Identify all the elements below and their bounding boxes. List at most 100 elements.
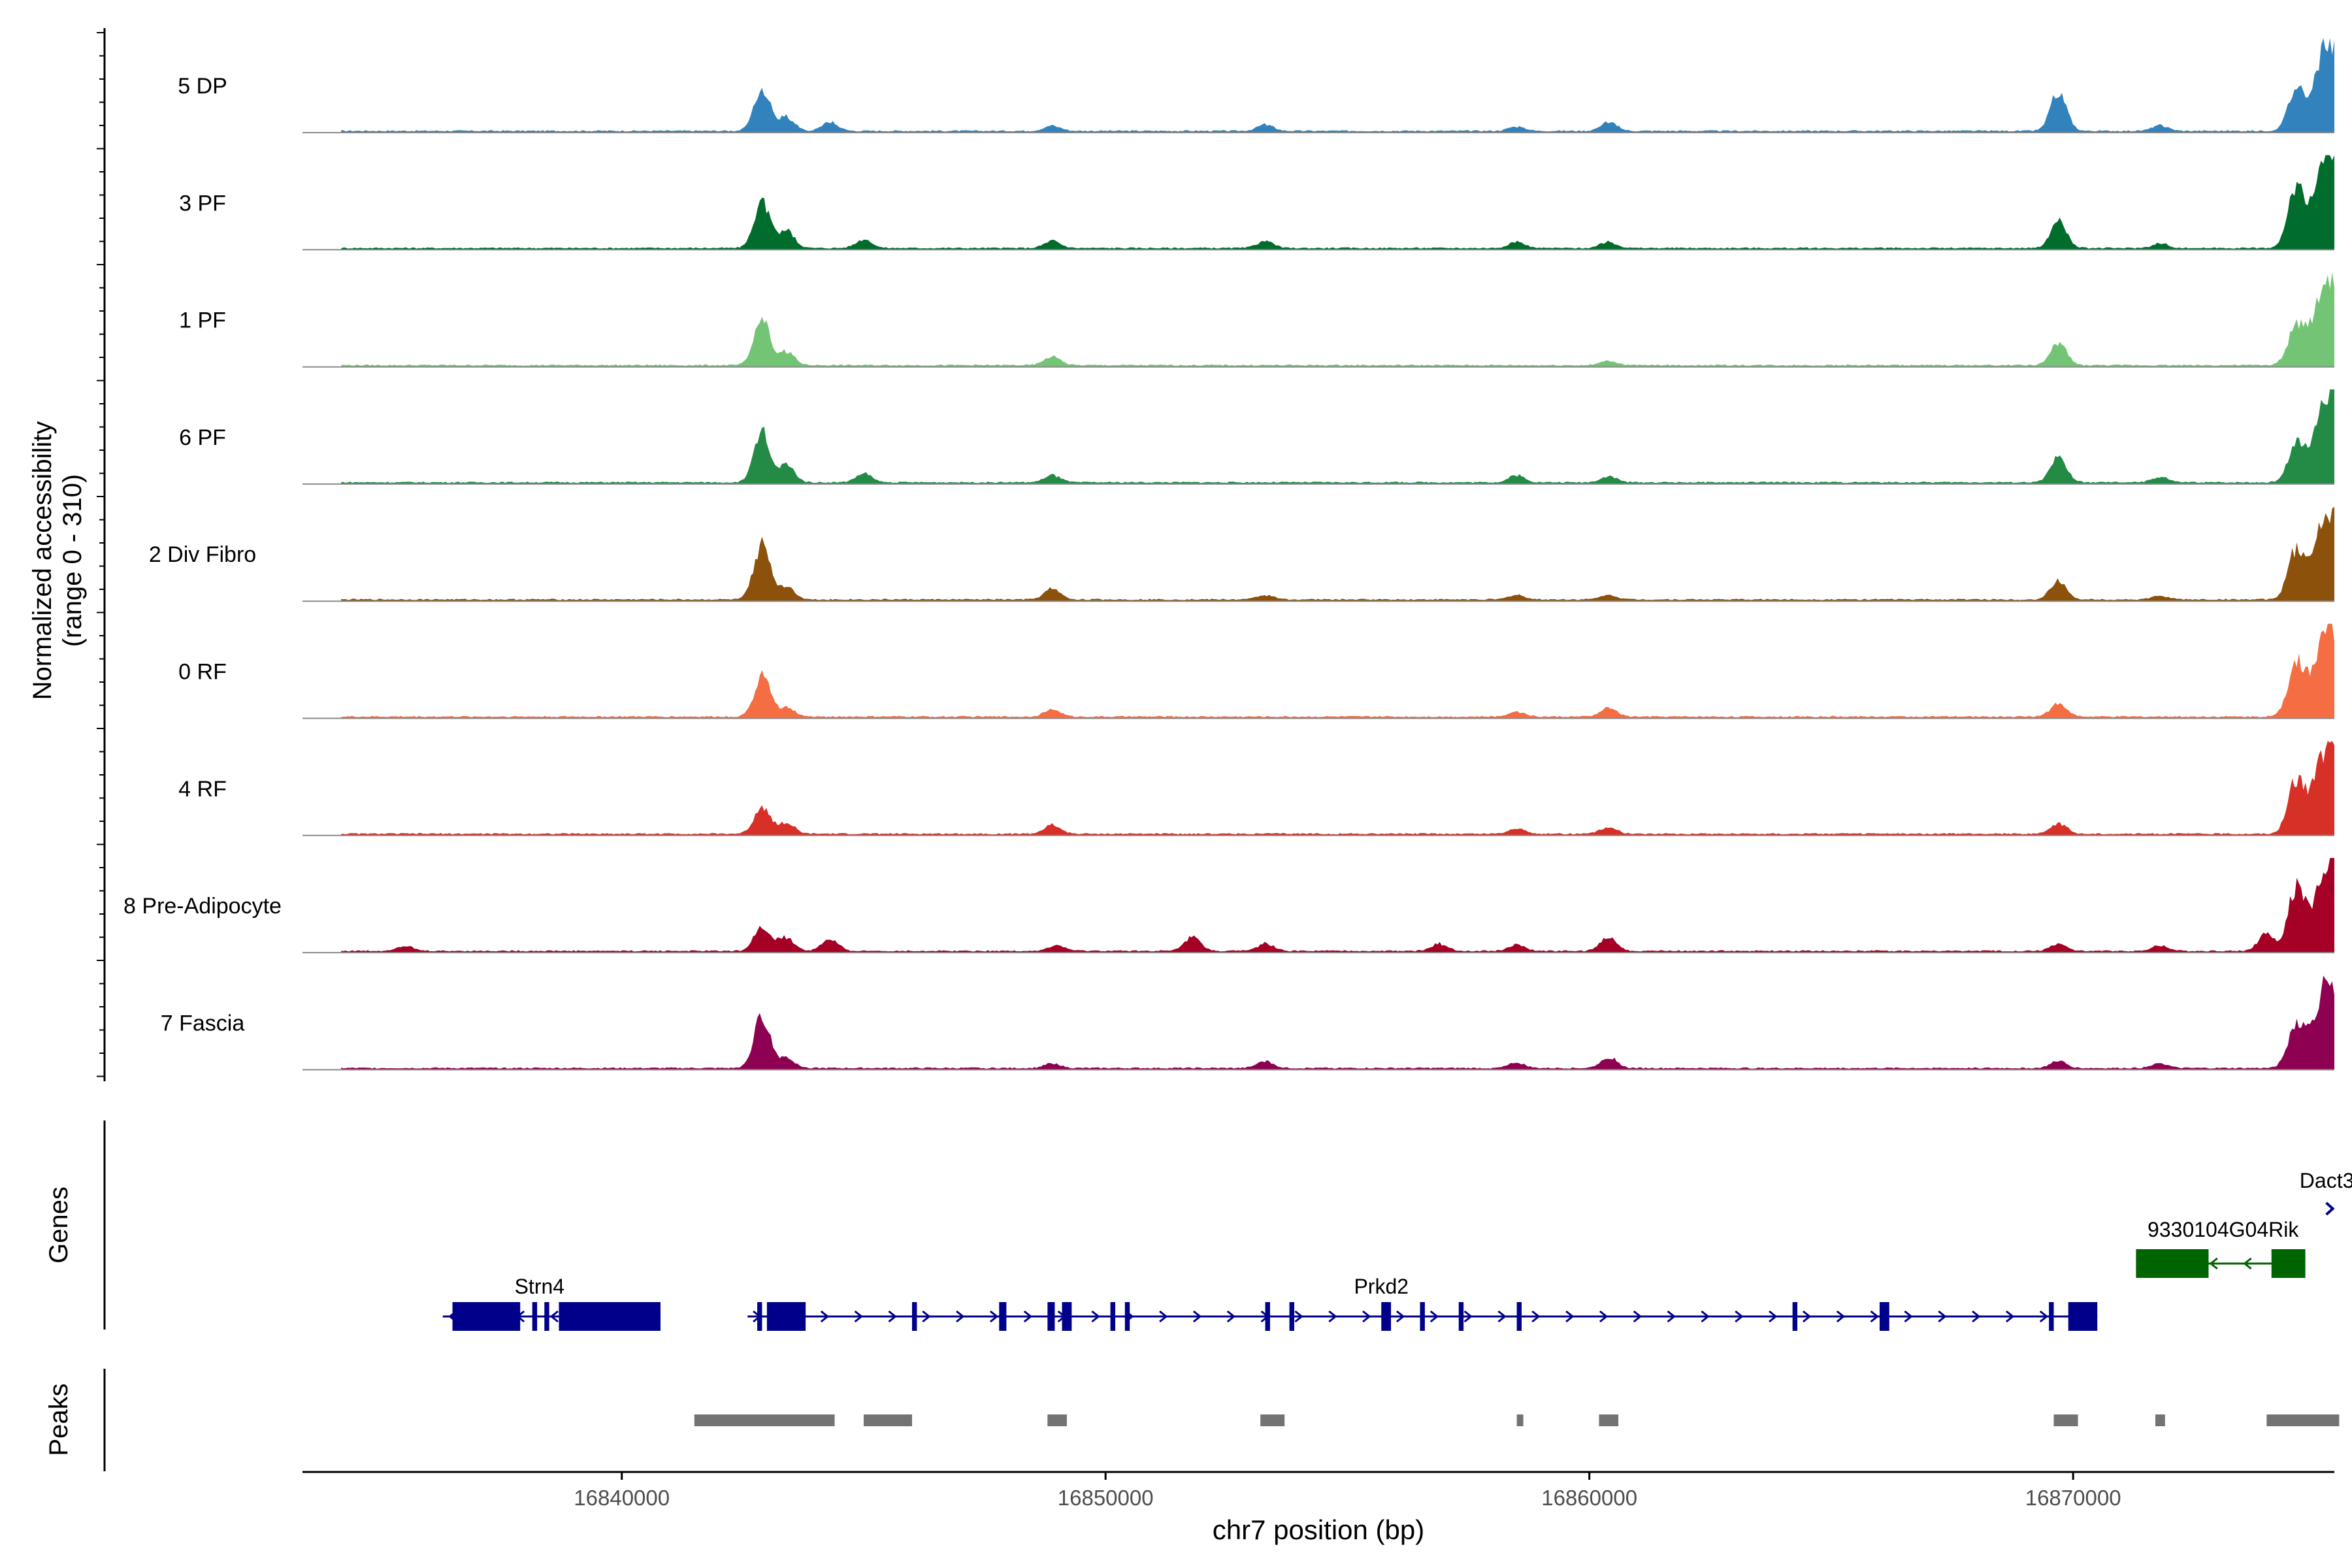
strand-arrow (2005, 1310, 2015, 1323)
track-4: 6 PF (179, 389, 2335, 485)
gene-name-label: 9330104G04Rik (2148, 1218, 2299, 1241)
strand-arrow (1972, 1310, 1981, 1323)
strand-arrow (1362, 1310, 1371, 1323)
strand-arrow (1735, 1310, 1744, 1323)
peak-region (1516, 1414, 1524, 1426)
track-label: 7 Fascia (161, 1011, 245, 1036)
strand-arrow (1023, 1310, 1033, 1323)
gene-exon (1062, 1302, 1072, 1331)
gene-exon (1124, 1302, 1130, 1331)
peak-regions (694, 1414, 2340, 1426)
peak-region (2155, 1414, 2165, 1426)
strand-arrow (1938, 1310, 1947, 1323)
track-label: 0 RF (178, 660, 227, 685)
gene-exon (2049, 1302, 2054, 1331)
strand-arrow (2243, 1257, 2252, 1270)
strand-arrow (989, 1310, 999, 1323)
strand-arrow (1565, 1310, 1575, 1323)
gene-exon (912, 1302, 917, 1331)
strand-arrow (1904, 1310, 1913, 1323)
gene-exon (1110, 1302, 1115, 1331)
track-label: 1 PF (179, 308, 226, 333)
strand-arrow (1328, 1310, 1337, 1323)
coverage-area (341, 623, 2335, 719)
x-tick-label: 16860000 (1541, 1486, 1637, 1510)
gene-Prkd2: Prkd2 (747, 1275, 2098, 1331)
strand-arrow (1870, 1310, 1879, 1323)
peak-region (2053, 1414, 2078, 1426)
gene-exon (544, 1302, 549, 1331)
track-label: 5 DP (178, 74, 227, 99)
strand-arrow (1091, 1310, 1100, 1323)
strand-arrow (922, 1310, 931, 1323)
genes-panel-label: Genes (44, 1186, 73, 1264)
coverage-area (341, 975, 2335, 1070)
strand-arrow (1531, 1310, 1541, 1323)
gene-exon (1047, 1302, 1055, 1331)
track-3: 1 PF (179, 272, 2335, 368)
gene-exon (1516, 1302, 1522, 1331)
strand-arrow (2209, 1257, 2218, 1270)
strand-arrow (2039, 1310, 2049, 1323)
strand-arrow (1633, 1310, 1642, 1323)
coverage-tracks: 5 DP 3 PF 1 PF 6 PF 2 Div Fibro 0 RF 4 RF 8 Pre… (123, 38, 2335, 1071)
strand-arrow (2325, 1201, 2335, 1216)
peak-region (2266, 1414, 2340, 1426)
gene-exon (1381, 1302, 1392, 1331)
track-8: 8 Pre-Adipocyte (123, 858, 2335, 954)
strand-arrow (1836, 1310, 1846, 1323)
track-1: 5 DP (178, 38, 2335, 133)
coverage-area (341, 506, 2335, 602)
strand-arrow (549, 1310, 559, 1323)
x-tick-label: 16870000 (2025, 1486, 2121, 1510)
gene-annotations: Strn4 Prkd2 9330104G04Rik Dact3 (442, 1169, 2352, 1331)
strand-arrow (956, 1310, 965, 1323)
gene-exon (452, 1302, 521, 1331)
gene-name-label: Prkd2 (1354, 1275, 1409, 1298)
gene-exon (2136, 1249, 2209, 1278)
strand-arrow (1667, 1310, 1676, 1323)
gene-Dact3: Dact3 (2300, 1169, 2352, 1216)
track-label: 8 Pre-Adipocyte (123, 894, 282, 919)
track-label: 6 PF (179, 425, 226, 450)
x-axis-ticks: 16840000 16850000 16860000 16870000 (574, 1472, 2121, 1510)
x-tick-label: 16850000 (1058, 1486, 1154, 1510)
strand-arrow (1701, 1310, 1710, 1323)
strand-arrow (888, 1310, 897, 1323)
gene-exon (532, 1302, 538, 1331)
peak-region (694, 1414, 835, 1426)
strand-arrow (1497, 1310, 1507, 1323)
coverage-area (341, 389, 2335, 484)
peak-region (1260, 1414, 1285, 1426)
peak-region (1047, 1414, 1067, 1426)
gene-exon (1289, 1302, 1294, 1331)
x-axis-title: chr7 position (bp) (1213, 1514, 1425, 1545)
strand-arrow (1463, 1310, 1473, 1323)
gene-exon (559, 1302, 661, 1331)
gene-exon (757, 1302, 762, 1331)
coverage-area (341, 858, 2335, 953)
gene-name-label: Strn4 (515, 1275, 564, 1298)
peaks-panel-label: Peaks (44, 1383, 73, 1456)
coverage-ylabel-line2: (range 0 - 310) (58, 474, 87, 647)
strand-arrow (1769, 1310, 1778, 1323)
strand-arrow (1226, 1310, 1236, 1323)
x-tick-label: 16840000 (574, 1486, 670, 1510)
gene-exon (1420, 1302, 1425, 1331)
strand-arrow (1159, 1310, 1168, 1323)
strand-arrow (1429, 1310, 1439, 1323)
peak-region (1599, 1414, 1619, 1426)
gene-exon (1879, 1302, 1889, 1331)
strand-arrow (1192, 1310, 1202, 1323)
gene-9330104G04Rik: 9330104G04Rik (2136, 1218, 2306, 1278)
strand-arrow (854, 1310, 863, 1323)
gene-exon (2068, 1302, 2098, 1331)
strand-arrow (820, 1310, 830, 1323)
coverage-area (341, 38, 2335, 133)
strand-arrow (1599, 1310, 1609, 1323)
gene-exon (766, 1302, 806, 1331)
strand-arrow (1396, 1310, 1405, 1323)
track-7: 4 RF (178, 741, 2335, 836)
